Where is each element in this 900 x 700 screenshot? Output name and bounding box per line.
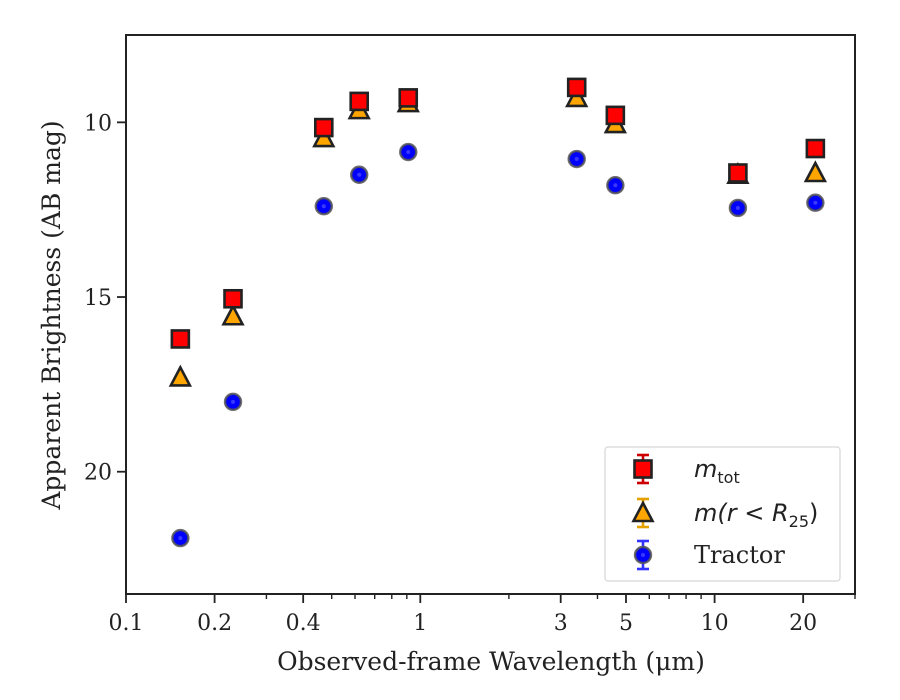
legend-marker-triangle bbox=[631, 500, 655, 523]
x-tick-label: 3 bbox=[554, 611, 568, 636]
y-tick-label: 15 bbox=[84, 286, 112, 311]
data-point-circle-center bbox=[321, 204, 326, 209]
legend-box bbox=[604, 446, 841, 582]
data-point-square bbox=[223, 288, 243, 309]
data-point-square bbox=[349, 91, 369, 112]
data-point-square bbox=[313, 117, 334, 138]
data-point-circle-center bbox=[574, 157, 579, 162]
legend-marker-circle-center bbox=[641, 553, 645, 557]
series-square bbox=[170, 77, 826, 349]
data-point-circle-center bbox=[813, 200, 818, 205]
data-point-circle-center bbox=[178, 536, 183, 541]
y-axis-label: Apparent Brightness (AB mag) bbox=[37, 120, 66, 510]
x-axis-label: Observed-frame Wavelength (μm) bbox=[277, 647, 705, 676]
data-point-circle-center bbox=[613, 183, 618, 188]
x-tick-label: 0.4 bbox=[286, 611, 321, 636]
data-point-square bbox=[605, 105, 626, 126]
x-tick-label: 0.1 bbox=[109, 611, 144, 636]
data-point-square bbox=[805, 138, 826, 159]
legend-marker-square bbox=[633, 459, 653, 479]
plot-frame bbox=[125, 34, 856, 595]
plot-marks bbox=[168, 77, 828, 548]
y-tick-label: 20 bbox=[84, 461, 112, 486]
x-tick-label: 10 bbox=[701, 611, 729, 636]
axes: 0.1 0.2 0.4 1 3 5 10 20 10 15 20 bbox=[84, 34, 856, 636]
x-tick-label: 20 bbox=[789, 611, 817, 636]
legend-label: mtot bbox=[694, 455, 740, 487]
legend-label: Tractor bbox=[694, 541, 785, 569]
data-point-circle-center bbox=[357, 172, 362, 177]
data-point-square bbox=[170, 329, 191, 349]
data-point-triangle bbox=[221, 303, 245, 326]
legend: mtot m(r < R25) Tractor bbox=[604, 446, 841, 582]
x-tick-label: 0.2 bbox=[197, 611, 232, 636]
data-point-circle-center bbox=[231, 399, 236, 404]
y-tick-label: 10 bbox=[84, 111, 112, 136]
x-tick-label: 5 bbox=[619, 611, 633, 636]
legend-label: m(r < R25) bbox=[694, 499, 818, 531]
data-point-circle-center bbox=[735, 205, 740, 210]
data-point-square bbox=[728, 163, 748, 183]
data-point-triangle bbox=[803, 160, 828, 183]
data-point-square bbox=[566, 77, 587, 98]
data-point-triangle bbox=[168, 364, 193, 387]
data-point-square bbox=[398, 88, 419, 108]
series-circle bbox=[171, 142, 825, 548]
x-tick-label: 1 bbox=[413, 611, 427, 636]
data-point-circle-center bbox=[406, 150, 411, 155]
